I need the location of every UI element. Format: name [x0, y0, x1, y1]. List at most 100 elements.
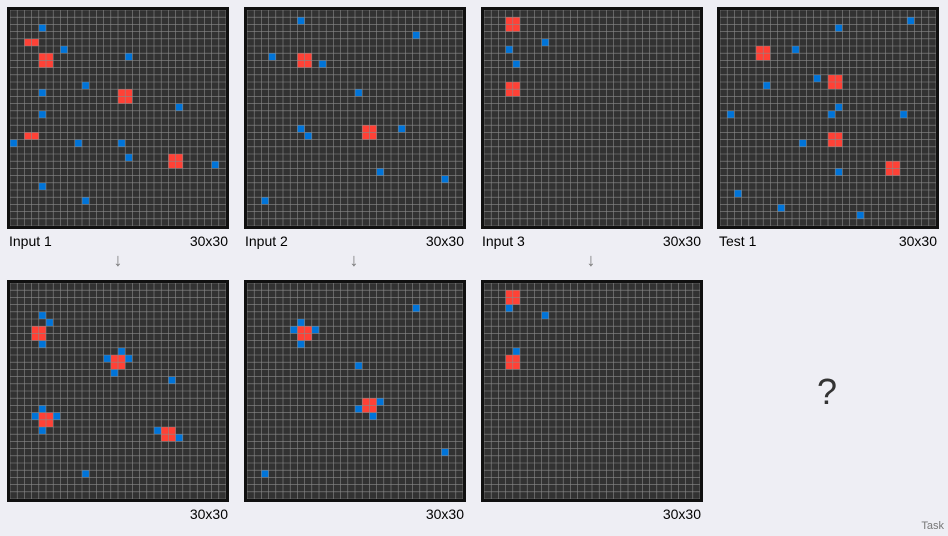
blue-cell — [297, 340, 305, 348]
blue-cell — [763, 82, 771, 90]
red-cell — [168, 434, 176, 442]
blue-cell — [261, 470, 269, 478]
red-cell — [304, 60, 312, 68]
red-cell — [505, 362, 513, 370]
blue-cell — [441, 175, 449, 183]
arrow-3-icon: ↓ — [586, 250, 596, 270]
blue-cell — [376, 398, 384, 406]
red-cell — [304, 326, 312, 334]
blue-cell — [734, 190, 742, 198]
red-cell — [505, 290, 513, 298]
blue-cell — [175, 434, 183, 442]
red-cell — [38, 419, 46, 427]
blue-cell — [38, 405, 46, 413]
blue-cell — [304, 132, 312, 140]
blue-cell — [125, 355, 133, 363]
red-cell — [828, 132, 836, 140]
red-cell — [304, 333, 312, 341]
blue-cell — [835, 103, 843, 111]
red-cell — [168, 161, 176, 169]
red-cell — [175, 154, 183, 162]
red-cell — [512, 89, 520, 97]
output-1-size: 30x30 — [189, 506, 228, 522]
blue-cell — [835, 168, 843, 176]
output-3-grid — [481, 280, 703, 502]
red-cell — [362, 405, 370, 413]
blue-cell — [412, 304, 420, 312]
blue-cell — [38, 311, 46, 319]
red-cell — [835, 74, 843, 82]
blue-cell — [900, 110, 908, 118]
input-3-cells — [484, 10, 700, 226]
blue-cell — [311, 326, 319, 334]
blue-cell — [82, 82, 90, 90]
blue-cell — [268, 53, 276, 61]
red-cell — [31, 132, 39, 140]
red-cell — [369, 132, 377, 140]
blue-cell — [907, 17, 915, 25]
red-cell — [38, 53, 46, 61]
blue-cell — [38, 24, 46, 32]
input-3-label: Input 3 — [482, 233, 525, 249]
red-cell — [110, 355, 118, 363]
blue-cell — [74, 139, 82, 147]
output-2-cells — [247, 283, 463, 499]
output-1-cells — [10, 283, 226, 499]
red-cell — [38, 333, 46, 341]
red-cell — [168, 427, 176, 435]
red-cell — [46, 419, 54, 427]
red-cell — [304, 53, 312, 61]
test-1-label: Test 1 — [719, 233, 757, 249]
red-cell — [892, 161, 900, 169]
blue-cell — [211, 161, 219, 169]
blue-cell — [355, 405, 363, 413]
blue-cell — [369, 412, 377, 420]
blue-cell — [53, 412, 61, 420]
red-cell — [835, 82, 843, 90]
input-1-cells — [10, 10, 226, 226]
blue-cell — [512, 347, 520, 355]
blue-cell — [505, 46, 513, 54]
blue-cell — [261, 197, 269, 205]
blue-cell — [355, 89, 363, 97]
red-cell — [118, 89, 126, 97]
red-cell — [505, 24, 513, 32]
red-cell — [835, 132, 843, 140]
blue-cell — [835, 24, 843, 32]
blue-cell — [168, 376, 176, 384]
blue-cell — [376, 168, 384, 176]
input-3-size: 30x30 — [662, 233, 701, 249]
red-cell — [369, 125, 377, 133]
red-cell — [512, 297, 520, 305]
input-1-label: Input 1 — [9, 233, 52, 249]
blue-cell — [154, 427, 162, 435]
blue-cell — [38, 89, 46, 97]
red-cell — [505, 82, 513, 90]
blue-cell — [319, 60, 327, 68]
input-1-size: 30x30 — [189, 233, 228, 249]
input-2-label: Input 2 — [245, 233, 288, 249]
task-footer-label: Task — [921, 520, 944, 532]
arrow-1-icon: ↓ — [113, 250, 123, 270]
test-1-size: 30x30 — [898, 233, 937, 249]
red-cell — [31, 38, 39, 46]
arrow-2-icon: ↓ — [349, 250, 359, 270]
red-cell — [828, 82, 836, 90]
blue-cell — [38, 182, 46, 190]
blue-cell — [110, 369, 118, 377]
blue-cell — [31, 412, 39, 420]
blue-cell — [290, 326, 298, 334]
red-cell — [369, 405, 377, 413]
red-cell — [297, 326, 305, 334]
input-2-grid — [244, 7, 466, 229]
unknown-output-question-mark: ? — [816, 371, 838, 412]
blue-cell — [297, 125, 305, 133]
red-cell — [835, 139, 843, 147]
blue-cell — [856, 211, 864, 219]
blue-cell — [412, 31, 420, 39]
blue-cell — [60, 46, 68, 54]
blue-cell — [38, 427, 46, 435]
red-cell — [31, 333, 39, 341]
output-2-size: 30x30 — [425, 506, 464, 522]
red-cell — [38, 326, 46, 334]
